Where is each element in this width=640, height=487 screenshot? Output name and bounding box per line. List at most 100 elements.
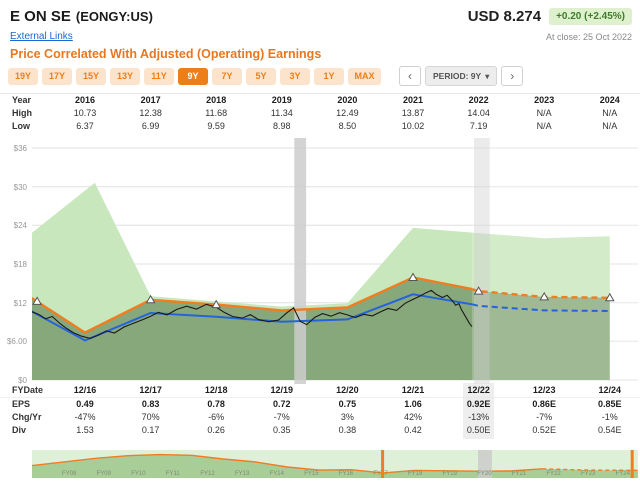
row-label-div: Div	[12, 425, 26, 435]
row-label-eps: EPS	[12, 399, 30, 409]
cell-high-12-22: 14.04	[467, 108, 490, 118]
svg-text:FY10: FY10	[131, 471, 146, 477]
cell-year-12-16: 2016	[75, 95, 95, 105]
cell-chg-yr-12-22: -13%	[468, 412, 489, 422]
price-block: USD 8.274 +0.20 (+2.45%)	[468, 8, 632, 25]
cell-high-12-17: 12.38	[139, 108, 162, 118]
svg-text:FY09: FY09	[97, 471, 112, 477]
cell-fydate-12-19: 12/19	[271, 385, 294, 395]
toolbar-divider	[0, 93, 640, 94]
cell-div-12-24: 0.54E	[598, 425, 622, 435]
period-dropdown[interactable]: PERIOD: 9Y ▾	[425, 66, 497, 86]
cell-chg-yr-12-23: -7%	[536, 412, 552, 422]
cell-year-12-22: 2022	[469, 95, 489, 105]
price-change-badge: +0.20 (+2.45%)	[549, 8, 632, 25]
cell-chg-yr-12-19: -7%	[274, 412, 290, 422]
fastgraphs-page: E ON SE (EONGY:US) USD 8.274 +0.20 (+2.4…	[0, 0, 640, 487]
cell-div-12-23: 0.52E	[532, 425, 556, 435]
svg-text:FY19: FY19	[443, 471, 458, 477]
cell-low-12-21: 10.02	[402, 121, 425, 131]
cell-year-12-24: 2024	[600, 95, 620, 105]
svg-text:FY22: FY22	[546, 471, 561, 477]
y-axis-label-12: $12	[0, 299, 27, 308]
cell-low-12-17: 6.99	[142, 121, 160, 131]
cell-eps-12-20: 0.75	[339, 399, 357, 409]
range-button-17y[interactable]: 17Y	[42, 68, 72, 85]
y-axis-label-24: $24	[0, 221, 27, 230]
cell-div-12-21: 0.42	[404, 425, 422, 435]
cell-low-12-23: N/A	[537, 121, 552, 131]
svg-text:FY13: FY13	[235, 471, 250, 477]
cell-year-12-19: 2019	[272, 95, 292, 105]
company-heading: E ON SE (EONGY:US)	[10, 8, 153, 25]
external-links-link[interactable]: External Links	[10, 31, 73, 42]
at-close-label: At close: 25 Oct 2022	[546, 32, 632, 42]
svg-text:FY18: FY18	[408, 471, 423, 477]
cell-div-12-19: 0.35	[273, 425, 291, 435]
cell-high-12-19: 11.34	[271, 108, 293, 118]
cell-fydate-12-21: 12/21	[402, 385, 425, 395]
cell-year-12-17: 2017	[141, 95, 161, 105]
cell-eps-12-22: 0.92E	[467, 399, 491, 409]
cell-low-12-22: 7.19	[470, 121, 488, 131]
header: E ON SE (EONGY:US) USD 8.274 +0.20 (+2.4…	[10, 8, 632, 25]
range-button-15y[interactable]: 15Y	[76, 68, 106, 85]
y-axis-label-36: $36	[0, 144, 27, 153]
cell-fydate-12-24: 12/24	[599, 385, 622, 395]
timeline-navigator[interactable]: FY08FY09FY10FY11FY12FY13FY14FY15FY16FY17…	[32, 450, 638, 478]
range-button-5y[interactable]: 5Y	[246, 68, 276, 85]
cell-high-12-24: N/A	[602, 108, 617, 118]
chevron-down-icon: ▾	[485, 72, 489, 81]
range-button-11y[interactable]: 11Y	[144, 68, 174, 85]
svg-text:FY24: FY24	[616, 471, 631, 477]
page-title: E ON SE	[10, 8, 71, 25]
row-label-low: Low	[12, 121, 30, 131]
range-button-1y[interactable]: 1Y	[314, 68, 344, 85]
cell-fydate-12-17: 12/17	[139, 385, 162, 395]
cell-chg-yr-12-17: 70%	[142, 412, 160, 422]
svg-text:FY16: FY16	[339, 471, 354, 477]
current-price: USD 8.274	[468, 8, 541, 25]
cell-low-12-24: N/A	[602, 121, 617, 131]
cell-chg-yr-12-21: 42%	[404, 412, 422, 422]
table-row-eps: EPS0.490.830.780.720.751.060.92E0.86E0.8…	[0, 399, 640, 412]
cell-fydate-12-23: 12/23	[533, 385, 556, 395]
svg-text:FY15: FY15	[304, 471, 319, 477]
range-button-max[interactable]: MAX	[348, 68, 381, 85]
range-button-3y[interactable]: 3Y	[280, 68, 310, 85]
cell-eps-12-21: 1.06	[404, 399, 422, 409]
cell-low-12-19: 8.98	[273, 121, 291, 131]
chart-title: Price Correlated With Adjusted (Operatin…	[10, 47, 321, 61]
range-button-7y[interactable]: 7Y	[212, 68, 242, 85]
price-earnings-chart[interactable]: $36$30$24$18$12$6.00$0	[0, 138, 640, 384]
cell-div-12-17: 0.17	[142, 425, 160, 435]
cell-div-12-22: 0.50E	[467, 425, 491, 435]
svg-text:FY14: FY14	[270, 471, 285, 477]
cell-div-12-16: 1.53	[76, 425, 94, 435]
cell-div-12-20: 0.38	[339, 425, 357, 435]
cell-low-12-16: 6.37	[76, 121, 94, 131]
subheader: External Links At close: 25 Oct 2022	[10, 31, 632, 42]
svg-text:FY08: FY08	[62, 471, 77, 477]
svg-text:FY23: FY23	[581, 471, 596, 477]
y-axis-label-30: $30	[0, 183, 27, 192]
svg-text:FY20: FY20	[477, 471, 492, 477]
prev-period-button[interactable]: ‹	[399, 66, 421, 86]
cell-div-12-18: 0.26	[207, 425, 225, 435]
cell-eps-12-23: 0.86E	[532, 399, 556, 409]
cell-high-12-21: 13.87	[402, 108, 425, 118]
svg-text:FY21: FY21	[512, 471, 527, 477]
range-button-9y[interactable]: 9Y	[178, 68, 208, 85]
row-label-year: Year	[12, 95, 31, 105]
range-button-19y[interactable]: 19Y	[8, 68, 38, 85]
range-button-13y[interactable]: 13Y	[110, 68, 140, 85]
cell-chg-yr-12-16: -47%	[74, 412, 95, 422]
cell-year-12-23: 2023	[534, 95, 554, 105]
ticker-symbol: (EONGY:US)	[76, 9, 153, 24]
row-label-chg-yr: Chg/Yr	[12, 412, 42, 422]
table-row-div: Div 1.53 0.17 0.26 0.35 0.38 0.42 0.50E 0.52E 0.5…	[0, 425, 640, 438]
next-period-button[interactable]: ›	[501, 66, 523, 86]
y-axis-label-6-00: $6.00	[0, 337, 27, 346]
cell-chg-yr-12-20: 3%	[341, 412, 354, 422]
row-label-high: High	[12, 108, 32, 118]
